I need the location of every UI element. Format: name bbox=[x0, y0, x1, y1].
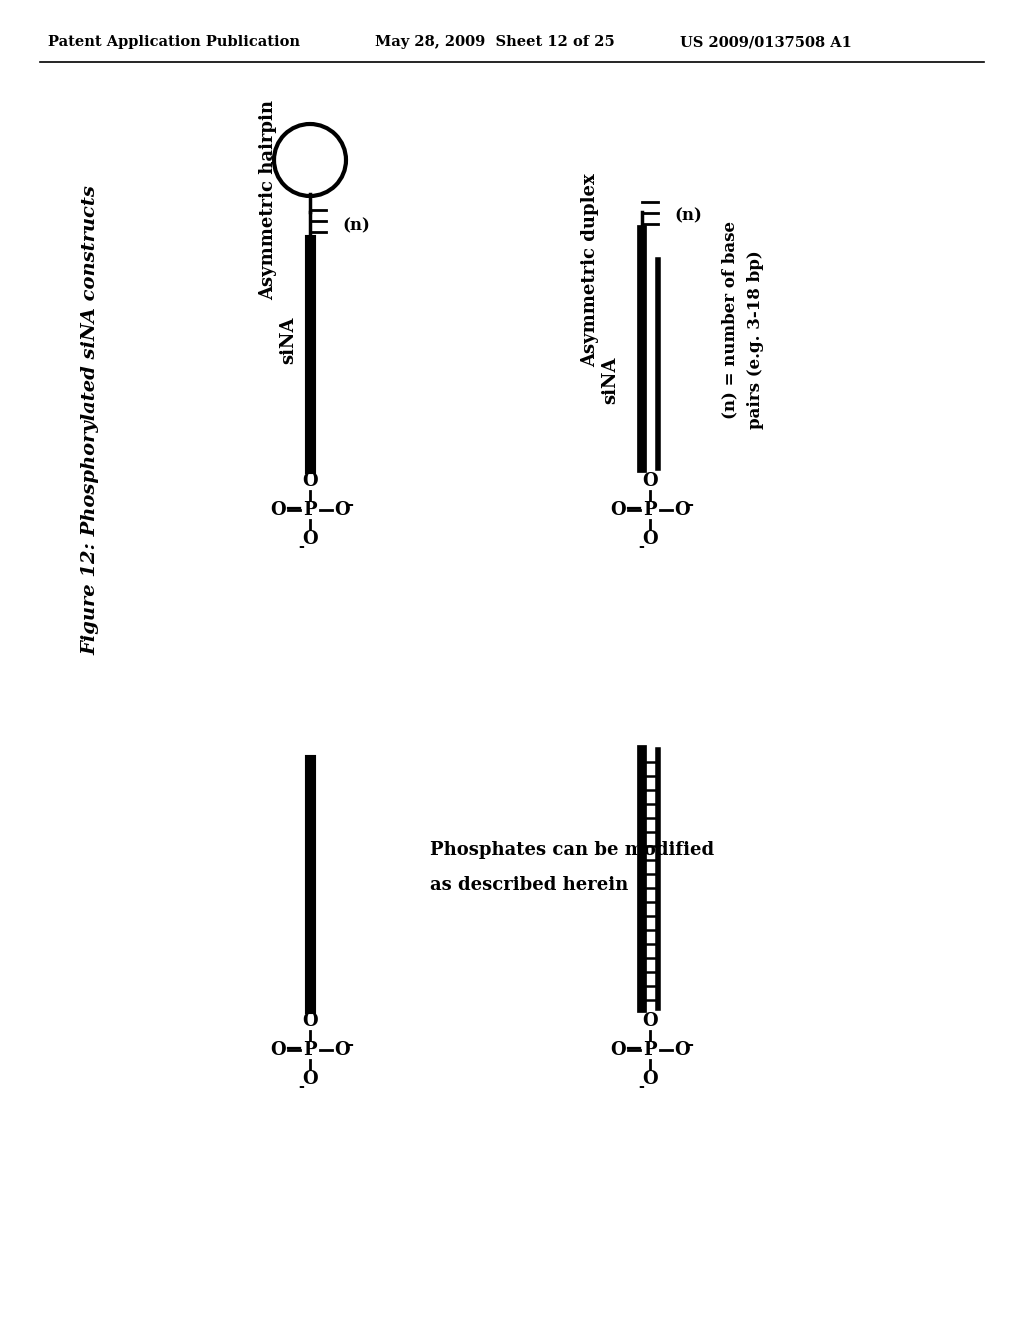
Text: Asymmetric hairpin: Asymmetric hairpin bbox=[259, 100, 278, 300]
Text: O: O bbox=[302, 1012, 317, 1030]
Text: siNA: siNA bbox=[279, 317, 297, 364]
Text: pairs (e.g. 3-18 bp): pairs (e.g. 3-18 bp) bbox=[746, 251, 764, 429]
Text: US 2009/0137508 A1: US 2009/0137508 A1 bbox=[680, 36, 852, 49]
Text: Phosphates can be modified: Phosphates can be modified bbox=[430, 841, 714, 859]
Text: -: - bbox=[347, 498, 353, 512]
Text: siNA: siNA bbox=[601, 356, 618, 404]
Text: P: P bbox=[643, 502, 656, 519]
Text: P: P bbox=[303, 502, 316, 519]
Text: P: P bbox=[643, 1041, 656, 1059]
Text: -: - bbox=[298, 1080, 304, 1094]
Text: O: O bbox=[270, 502, 286, 519]
Text: O: O bbox=[334, 502, 350, 519]
Text: as described herein: as described herein bbox=[430, 876, 629, 894]
Text: O: O bbox=[302, 529, 317, 548]
Text: (n) = number of base: (n) = number of base bbox=[722, 220, 738, 418]
Text: O: O bbox=[610, 1041, 626, 1059]
Text: (n): (n) bbox=[342, 218, 370, 235]
Text: O: O bbox=[334, 1041, 350, 1059]
Text: -: - bbox=[638, 1080, 644, 1094]
Text: May 28, 2009  Sheet 12 of 25: May 28, 2009 Sheet 12 of 25 bbox=[375, 36, 614, 49]
Text: O: O bbox=[610, 502, 626, 519]
Text: Asymmetric duplex: Asymmetric duplex bbox=[581, 173, 599, 367]
Text: O: O bbox=[642, 1069, 657, 1088]
Text: O: O bbox=[302, 1069, 317, 1088]
Text: Figure 12: Phosphorylated siNA constructs: Figure 12: Phosphorylated siNA construct… bbox=[81, 185, 99, 655]
Text: O: O bbox=[642, 529, 657, 548]
Text: Patent Application Publication: Patent Application Publication bbox=[48, 36, 300, 49]
Text: (n): (n) bbox=[674, 207, 701, 224]
Text: O: O bbox=[302, 473, 317, 490]
Text: -: - bbox=[298, 540, 304, 554]
Text: O: O bbox=[674, 502, 690, 519]
Text: -: - bbox=[638, 540, 644, 554]
Text: O: O bbox=[270, 1041, 286, 1059]
Text: -: - bbox=[687, 498, 693, 512]
Text: P: P bbox=[303, 1041, 316, 1059]
Text: O: O bbox=[674, 1041, 690, 1059]
Text: O: O bbox=[642, 1012, 657, 1030]
Text: O: O bbox=[642, 473, 657, 490]
Text: -: - bbox=[687, 1038, 693, 1052]
Text: -: - bbox=[347, 1038, 353, 1052]
